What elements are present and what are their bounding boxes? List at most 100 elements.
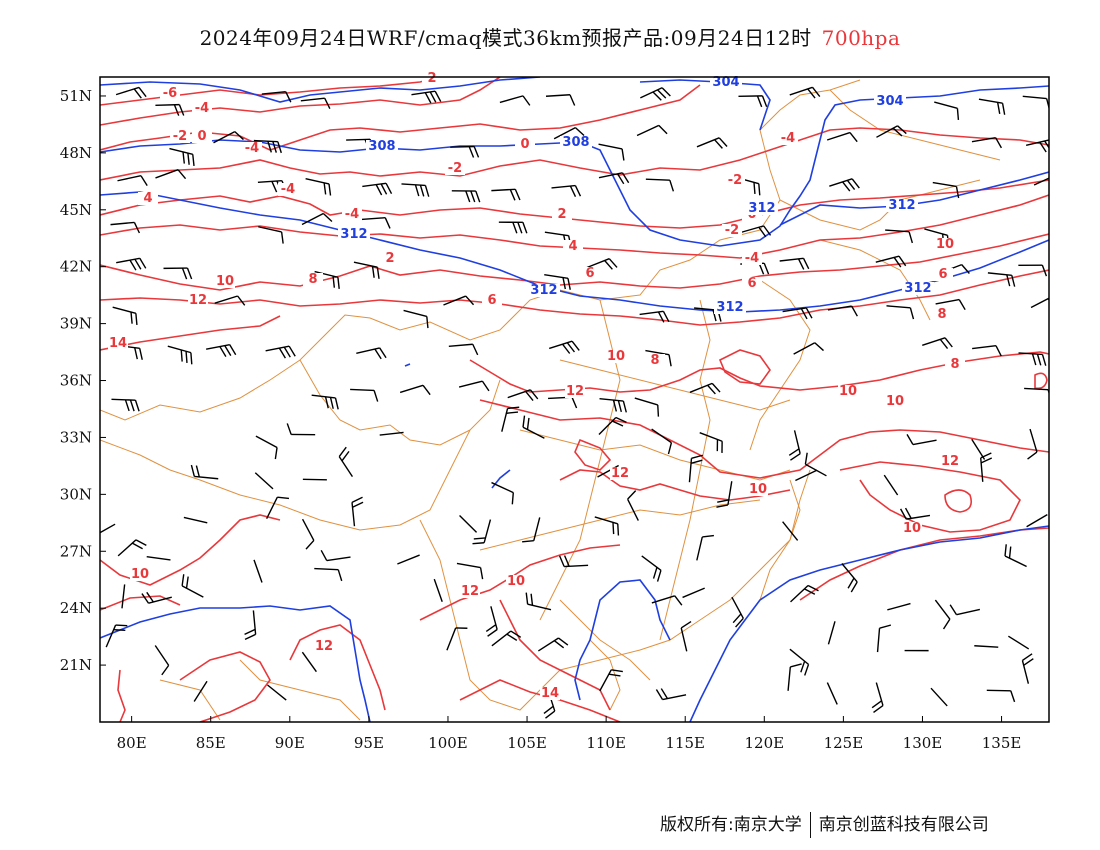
wind-barb bbox=[655, 688, 687, 701]
wind-barb bbox=[100, 523, 116, 534]
wind-barb bbox=[116, 257, 147, 271]
wind-barb bbox=[639, 310, 670, 323]
wind-barb bbox=[401, 183, 430, 197]
wind-barb bbox=[472, 519, 492, 545]
wind-barb bbox=[551, 184, 582, 197]
temp-label-bg bbox=[314, 640, 334, 653]
wind-barb bbox=[1007, 635, 1030, 650]
wind-barb bbox=[793, 342, 824, 355]
wind-barb bbox=[971, 438, 986, 460]
height-label-bg bbox=[366, 140, 398, 153]
temp-label-bg bbox=[215, 275, 235, 288]
x-tick-label: 80E bbox=[117, 734, 147, 752]
temperature-label: 0 bbox=[197, 129, 206, 144]
wind-barb bbox=[972, 344, 1002, 357]
temp-label-bg bbox=[188, 294, 208, 307]
temperature-label: -4 bbox=[781, 131, 795, 146]
wind-barb bbox=[286, 423, 316, 436]
wind-barb bbox=[314, 567, 343, 582]
temp-label-bg bbox=[933, 268, 953, 281]
wind-barb bbox=[827, 305, 858, 317]
wind-barb bbox=[598, 416, 627, 436]
x-tick-label: 120E bbox=[745, 734, 785, 752]
wind-barb bbox=[446, 627, 468, 651]
temperature-label: 12 bbox=[941, 454, 959, 469]
temperature-label: 8 bbox=[950, 357, 959, 372]
wind-barb bbox=[645, 178, 675, 192]
temp-label-bg bbox=[748, 483, 768, 496]
temp-label-bg bbox=[460, 585, 480, 598]
wind-barb bbox=[636, 124, 668, 137]
wind-barb bbox=[826, 682, 838, 705]
wind-barb bbox=[301, 212, 333, 226]
wind-barb bbox=[787, 663, 802, 691]
y-tick-label: 51N bbox=[60, 87, 92, 105]
temp-label-bg bbox=[422, 72, 442, 85]
wind-barb bbox=[305, 178, 332, 196]
temperature-label: 10 bbox=[903, 521, 921, 536]
temperature-label: 10 bbox=[749, 482, 767, 497]
wind-barb bbox=[353, 261, 380, 279]
wind-barb bbox=[193, 680, 208, 702]
wind-barb bbox=[111, 398, 140, 412]
wind-barb bbox=[738, 95, 768, 108]
wind-barb bbox=[301, 651, 317, 673]
wind-barb bbox=[443, 295, 475, 306]
y-tick-label: 45N bbox=[60, 201, 92, 219]
temperature-label: 12 bbox=[461, 584, 479, 599]
wind-barb bbox=[155, 169, 187, 180]
height-label-bg bbox=[710, 76, 742, 89]
wind-barb bbox=[627, 490, 639, 521]
wind-barb bbox=[696, 137, 728, 149]
temperature-labels: -6-4-20-42-4-204-4-20-4-22-4241012666881… bbox=[108, 71, 965, 701]
height-label: 308 bbox=[368, 139, 395, 154]
wind-barb bbox=[871, 682, 884, 714]
temp-label-bg bbox=[170, 130, 190, 143]
wind-barb bbox=[154, 645, 170, 676]
x-tick-label: 135E bbox=[982, 734, 1022, 752]
wind-barb bbox=[105, 624, 128, 648]
temp-label-bg bbox=[722, 224, 742, 237]
temp-label-bg bbox=[130, 568, 150, 581]
temp-label-bg bbox=[610, 467, 630, 480]
wind-barb bbox=[537, 637, 569, 652]
wind-barb bbox=[876, 624, 892, 653]
temp-label-bg bbox=[160, 87, 180, 100]
chart-title: 2024年09月24日WRF/cmaq模式36km预报产品:09月24日12时 7… bbox=[0, 22, 1100, 51]
temp-label-bg bbox=[242, 142, 262, 155]
height-label-bg bbox=[560, 136, 592, 149]
wind-barb bbox=[501, 406, 520, 432]
wind-barb bbox=[545, 94, 576, 106]
wind-barb bbox=[804, 452, 827, 477]
wind-barb bbox=[146, 555, 171, 561]
copyright: 版权所有:南京大学 南京创蓝科技有限公司 bbox=[660, 810, 989, 838]
y-tick-label: 24N bbox=[60, 599, 92, 617]
wind-barb bbox=[930, 687, 948, 707]
wind-barb bbox=[1004, 544, 1027, 568]
wind-barb bbox=[311, 394, 339, 410]
plot-area bbox=[100, 77, 1049, 722]
temperature-label: -2 bbox=[173, 129, 187, 144]
wind-barb bbox=[141, 591, 172, 604]
wind-barb bbox=[213, 131, 244, 144]
temperature-label: 8 bbox=[937, 307, 946, 322]
temperature-label: 12 bbox=[611, 466, 629, 481]
temp-label-bg bbox=[192, 130, 212, 143]
height-label: 312 bbox=[904, 281, 931, 296]
wind-barb bbox=[491, 630, 522, 647]
wind-barb bbox=[782, 521, 799, 541]
wind-barb bbox=[598, 143, 625, 161]
wind-barb bbox=[356, 347, 387, 360]
y-tick-label: 33N bbox=[60, 428, 92, 446]
wind-barb bbox=[688, 454, 703, 483]
wind-barb bbox=[1027, 428, 1038, 460]
temperature-label: 10 bbox=[839, 384, 857, 399]
wind-barb bbox=[1022, 95, 1049, 111]
wind-barb bbox=[314, 270, 340, 289]
wind-barb bbox=[699, 432, 723, 453]
wind-barb bbox=[782, 307, 813, 320]
wind-barb bbox=[544, 273, 571, 290]
temp-label-bg bbox=[725, 174, 745, 187]
temperature-label: -6 bbox=[163, 86, 177, 101]
temp-label-bg bbox=[303, 273, 323, 286]
